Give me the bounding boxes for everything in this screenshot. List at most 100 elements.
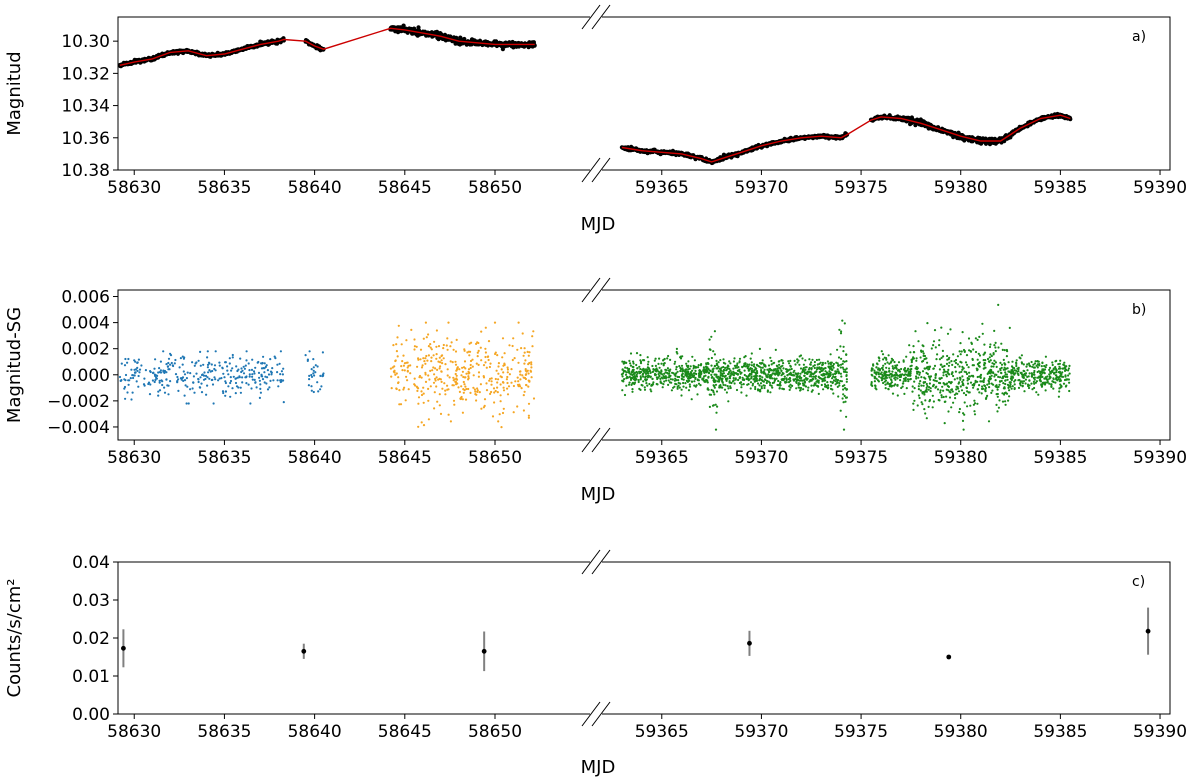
residual-point: [649, 375, 652, 378]
residual-point: [1055, 376, 1059, 379]
residual-point: [218, 377, 221, 380]
residual-point: [177, 389, 180, 392]
residual-point: [528, 379, 531, 383]
residual-point: [758, 384, 761, 387]
residual-point: [682, 375, 685, 378]
plot-frame: [117, 289, 1171, 441]
residual-point: [234, 392, 237, 395]
residual-point: [429, 346, 432, 349]
y-tick-label: 0.01: [72, 667, 110, 687]
residual-point: [836, 348, 839, 351]
residual-point: [987, 379, 990, 382]
residual-point: [237, 386, 240, 389]
residual-point: [794, 378, 797, 381]
residual-point: [696, 393, 699, 396]
residual-point: [932, 340, 936, 343]
residual-point: [226, 369, 229, 372]
residual-point: [206, 384, 209, 387]
residual-point: [640, 383, 643, 387]
residual-point: [140, 364, 143, 367]
residual-point: [904, 379, 907, 382]
residual-point: [775, 364, 779, 367]
residual-point: [629, 364, 633, 367]
residual-point: [771, 386, 774, 389]
residual-point: [725, 391, 729, 394]
residual-point: [883, 377, 886, 380]
residual-point: [452, 379, 455, 382]
residual-point: [525, 384, 528, 387]
residual-point: [186, 385, 189, 388]
residual-point: [949, 328, 952, 331]
residual-point: [988, 382, 991, 385]
residual-point: [991, 362, 994, 365]
residual-point: [497, 362, 500, 365]
residual-point: [747, 377, 750, 381]
residual-point: [255, 386, 258, 389]
residual-point: [803, 384, 806, 387]
residual-point: [673, 379, 677, 382]
residual-point: [495, 369, 498, 372]
residual-point: [956, 355, 960, 358]
residual-point: [925, 371, 928, 375]
residual-point: [639, 375, 642, 378]
residual-point: [660, 382, 663, 385]
residual-point: [957, 387, 960, 390]
x-tick-label: 58630: [107, 448, 161, 468]
residual-point: [687, 368, 690, 371]
residual-point: [265, 382, 268, 385]
residual-point: [647, 360, 650, 363]
residual-point: [787, 381, 791, 384]
residual-point: [134, 360, 137, 363]
residual-point: [803, 380, 807, 383]
residual-point: [267, 373, 271, 376]
residual-point: [997, 406, 1001, 409]
residual-point: [990, 365, 993, 368]
residual-point: [962, 428, 965, 431]
residual-point: [517, 321, 520, 324]
residual-point: [835, 378, 838, 381]
residual-point: [984, 366, 987, 369]
residual-point: [814, 382, 817, 385]
residual-point: [969, 381, 973, 384]
residual-point: [972, 348, 975, 351]
residual-point: [435, 345, 438, 348]
residual-point: [887, 387, 890, 391]
residual-point: [169, 380, 172, 383]
residual-point: [428, 378, 431, 381]
residual-point: [245, 359, 248, 362]
residual-point: [280, 370, 283, 373]
data-point: [401, 23, 406, 28]
residual-point: [955, 385, 958, 388]
residual-point: [502, 386, 505, 389]
residual-point: [971, 383, 974, 387]
residual-point: [967, 377, 971, 381]
residual-point: [521, 374, 524, 377]
residual-point: [1005, 355, 1009, 358]
residual-point: [801, 357, 804, 360]
residual-point: [461, 366, 464, 369]
residual-point: [918, 396, 921, 400]
residual-point: [1036, 366, 1039, 369]
residual-point: [427, 387, 430, 390]
residual-point: [881, 368, 885, 371]
residual-point: [942, 382, 945, 385]
residual-point: [506, 375, 509, 379]
residual-point: [156, 374, 159, 377]
residual-point: [183, 394, 186, 397]
residual-point: [674, 360, 677, 363]
residual-point: [1055, 374, 1058, 377]
residual-point: [758, 365, 761, 368]
residual-point: [626, 367, 629, 370]
residual-point: [1068, 372, 1071, 375]
residual-point: [319, 388, 322, 391]
residual-point: [885, 371, 888, 374]
axis-break-gap: [590, 15, 602, 19]
residual-point: [422, 424, 426, 427]
residual-point: [304, 354, 307, 357]
residual-point: [454, 380, 457, 383]
residual-point: [417, 425, 420, 428]
residual-point: [750, 361, 753, 364]
residual-point: [231, 387, 234, 390]
residual-point: [645, 378, 649, 381]
